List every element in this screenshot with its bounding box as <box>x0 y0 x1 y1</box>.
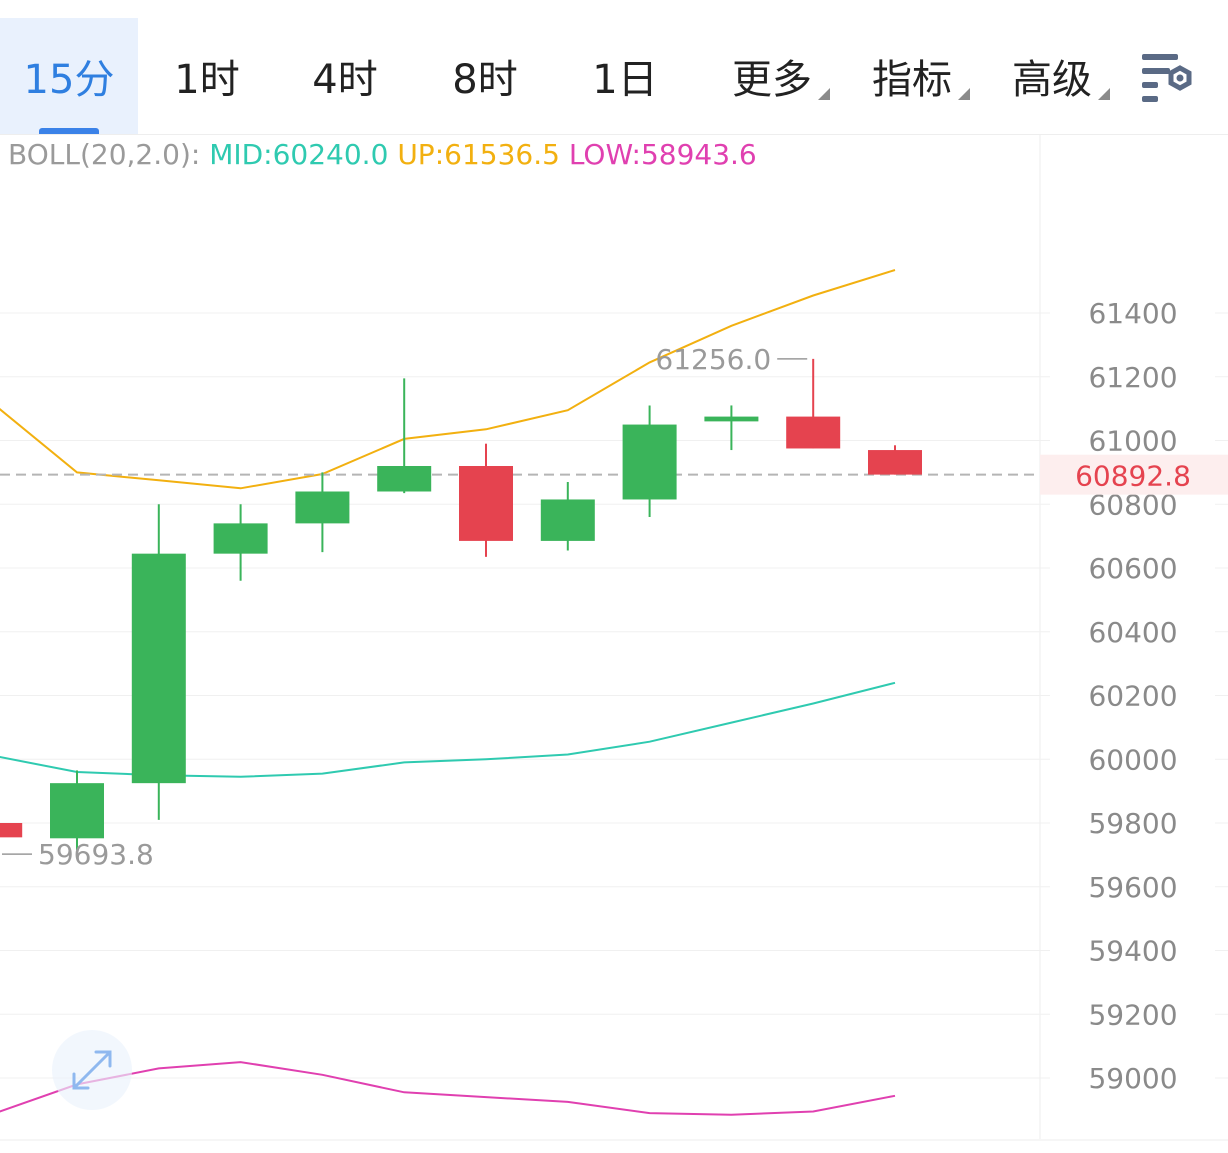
tab-1d[interactable]: 1日 <box>570 18 680 134</box>
min-price-label: 59693.8 <box>38 838 154 871</box>
y-tick-label: 59200 <box>1088 998 1177 1031</box>
candle-up <box>295 491 350 524</box>
y-tick-label: 60400 <box>1088 616 1177 649</box>
dropdown-caret-icon <box>958 88 970 100</box>
candle-down <box>0 823 23 838</box>
candle-down <box>459 466 513 541</box>
boll-prefix: BOLL(20,2.0): <box>8 138 201 171</box>
current-price-label: 60892.8 <box>1075 460 1191 493</box>
y-tick-label: 61400 <box>1088 297 1177 330</box>
tab-15min[interactable]: 15分 <box>0 18 138 134</box>
dropdown-caret-icon <box>1098 88 1110 100</box>
tab-advanced[interactable]: 高级 <box>996 18 1110 134</box>
tab-15min-label: 15分 <box>23 57 115 103</box>
candle-down <box>868 450 922 475</box>
tab-8h-label: 8时 <box>452 57 518 103</box>
current-price-badge <box>1040 454 1228 495</box>
dropdown-caret-icon <box>818 88 830 100</box>
timeframe-tabbar: 15分 1时 4时 8时 1日 更多 指标 高级 <box>0 0 1228 135</box>
y-tick-label: 59400 <box>1088 935 1177 968</box>
expand-chart-button[interactable] <box>52 1030 132 1110</box>
tab-more-label: 更多 <box>732 57 812 103</box>
y-tick-label: 61200 <box>1088 361 1177 394</box>
candle-up <box>377 466 432 492</box>
tab-1h-label: 1时 <box>174 57 240 103</box>
active-tab-indicator <box>39 128 99 134</box>
expand-arrows-icon <box>72 1050 112 1090</box>
tab-indicators[interactable]: 指标 <box>856 18 970 134</box>
y-tick-label: 59600 <box>1088 871 1177 904</box>
boll-up-value: UP:61536.5 <box>397 138 560 171</box>
candle-down <box>786 416 841 449</box>
chart-settings-button[interactable] <box>1136 48 1202 108</box>
y-tick-label: 60200 <box>1088 680 1177 713</box>
boll-low-value: LOW:58943.6 <box>568 138 757 171</box>
y-tick-label: 60600 <box>1088 552 1177 585</box>
tab-4h[interactable]: 4时 <box>290 18 400 134</box>
y-tick-label: 60000 <box>1088 743 1177 776</box>
tab-more[interactable]: 更多 <box>716 18 830 134</box>
candlestick-chart[interactable]: 6140061200610006080060600604006020060000… <box>0 134 1228 1153</box>
candle-up <box>540 499 595 541</box>
tab-4h-label: 4时 <box>312 57 378 103</box>
chart-settings-icon <box>1142 54 1192 102</box>
candle-up <box>622 424 677 500</box>
tab-indicators-label: 指标 <box>872 57 952 103</box>
candle-up <box>213 523 268 554</box>
tab-8h[interactable]: 8时 <box>430 18 540 134</box>
candle-up <box>50 783 104 839</box>
y-tick-label: 59800 <box>1088 807 1177 840</box>
y-tick-label: 61000 <box>1088 425 1177 458</box>
y-tick-label: 59000 <box>1088 1062 1177 1095</box>
boll-legend: BOLL(20,2.0): MID:60240.0 UP:61536.5 LOW… <box>8 138 757 171</box>
max-price-label: 61256.0 <box>655 343 771 376</box>
tab-1h[interactable]: 1时 <box>152 18 262 134</box>
boll-mid-value: MID:60240.0 <box>209 138 389 171</box>
tab-advanced-label: 高级 <box>1012 57 1092 103</box>
boll-lower-line <box>0 1061 896 1116</box>
candle-up <box>131 553 186 784</box>
candle-up <box>704 416 759 422</box>
boll-upper-line <box>0 269 896 490</box>
tab-1d-label: 1日 <box>592 57 658 103</box>
